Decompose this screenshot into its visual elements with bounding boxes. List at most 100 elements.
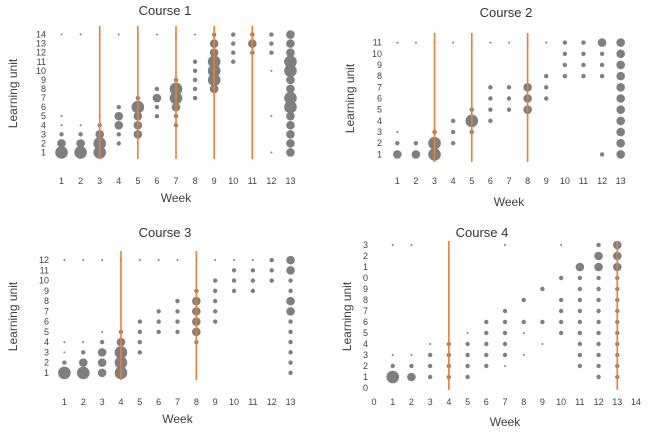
- data-point: [154, 86, 160, 92]
- y-tick-label: 5: [44, 327, 49, 337]
- y-tick-label: 14: [36, 30, 46, 40]
- y-tick-label: 1: [44, 368, 49, 378]
- data-point: [596, 341, 601, 347]
- x-tick-label: 3: [100, 397, 105, 407]
- data-point: [502, 341, 508, 347]
- data-point: [152, 93, 162, 103]
- y-tick-label: 4: [44, 337, 49, 347]
- data-point: [596, 297, 601, 303]
- data-point: [413, 141, 419, 146]
- x-tick-label: 7: [175, 397, 180, 407]
- data-point: [63, 259, 66, 262]
- data-point: [429, 343, 432, 345]
- data-point: [286, 75, 295, 85]
- y-tick-label: 10: [39, 276, 49, 286]
- y-tick-label: 1: [363, 262, 368, 272]
- data-point: [616, 71, 625, 81]
- x-tick-label: 12: [266, 176, 276, 186]
- y-tick-label: 3: [363, 240, 368, 250]
- data-point: [116, 132, 121, 137]
- x-tick-label: 9: [212, 176, 217, 186]
- data-point: [101, 330, 104, 333]
- data-point: [577, 275, 583, 281]
- data-point: [545, 41, 548, 44]
- data-point: [286, 39, 295, 48]
- data-point: [97, 368, 107, 378]
- data-point: [269, 268, 274, 273]
- x-tick-label: 14: [631, 397, 641, 407]
- x-tick-label: 2: [81, 397, 86, 407]
- x-axis-title: Week: [490, 415, 521, 429]
- data-point: [427, 363, 433, 369]
- x-tick-label: 1: [390, 397, 395, 407]
- data-point: [288, 319, 293, 324]
- data-point: [599, 152, 605, 157]
- y-tick-label: 2: [41, 138, 46, 148]
- data-point: [616, 116, 625, 126]
- x-tick-label: 8: [521, 397, 526, 407]
- x-tick-label: 9: [213, 397, 218, 407]
- data-point: [284, 100, 297, 114]
- chart-title: Course 3: [139, 225, 192, 240]
- data-point: [81, 350, 86, 355]
- data-point: [63, 341, 66, 344]
- data-point: [286, 84, 295, 94]
- data-point: [427, 352, 433, 358]
- data-point: [138, 259, 141, 262]
- data-point: [450, 141, 456, 146]
- data-point: [596, 275, 601, 281]
- chart-title: Course 2: [480, 5, 533, 20]
- y-tick-label: 8: [363, 295, 368, 305]
- y-tick-label: 3: [363, 350, 368, 360]
- data-point: [484, 319, 489, 325]
- data-point: [212, 298, 218, 304]
- data-point: [581, 62, 586, 68]
- data-point: [101, 259, 104, 262]
- x-tick-label: 13: [285, 176, 295, 186]
- data-point: [504, 365, 506, 367]
- data-point: [63, 351, 66, 354]
- data-point: [117, 33, 120, 36]
- data-point: [214, 259, 217, 262]
- data-point: [562, 62, 568, 68]
- data-point: [269, 50, 274, 55]
- data-point: [154, 113, 160, 119]
- data-point: [616, 94, 625, 103]
- x-tick-label: 3: [432, 176, 437, 186]
- y-axis-title: Learning unit: [6, 281, 20, 351]
- data-point: [599, 73, 605, 79]
- x-tick-label: 7: [502, 397, 507, 407]
- x-tick-label: 11: [248, 397, 257, 407]
- data-point: [594, 251, 603, 261]
- data-point: [560, 244, 563, 246]
- data-point: [596, 242, 601, 248]
- data-point: [396, 41, 399, 44]
- data-point: [391, 354, 394, 356]
- data-point: [596, 363, 601, 369]
- x-tick-label: 10: [560, 176, 570, 186]
- x-tick-label: 11: [579, 176, 588, 186]
- data-point: [154, 104, 160, 110]
- x-tick-label: 2: [413, 176, 418, 186]
- data-point: [212, 278, 218, 283]
- data-point: [616, 60, 625, 70]
- x-tick-label: 2: [78, 176, 83, 186]
- data-point: [155, 33, 158, 36]
- data-point: [269, 41, 274, 46]
- x-tick-label: 10: [229, 397, 239, 407]
- data-point: [156, 329, 161, 335]
- data-point: [82, 259, 85, 262]
- y-tick-label: 8: [44, 296, 49, 306]
- data-point: [616, 49, 625, 59]
- data-point: [286, 30, 295, 39]
- x-tick-label: 6: [488, 176, 493, 186]
- data-point: [78, 132, 83, 137]
- data-point: [544, 96, 549, 101]
- y-tick-label: 10: [36, 66, 46, 76]
- data-point: [286, 296, 295, 306]
- data-point: [407, 372, 416, 382]
- y-tick-label: 8: [377, 71, 382, 81]
- y-tick-label: 12: [39, 255, 49, 265]
- data-point: [251, 259, 254, 262]
- x-tick-label: 12: [267, 397, 277, 407]
